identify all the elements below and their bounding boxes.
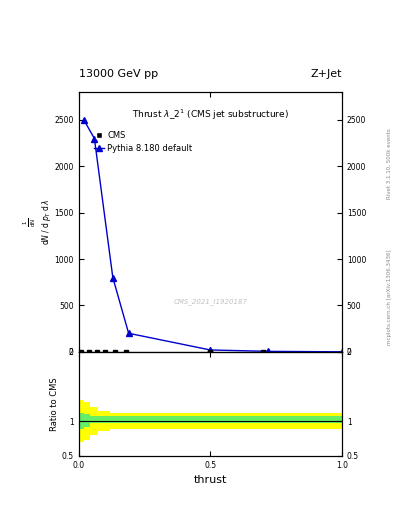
Text: Z+Jet: Z+Jet	[310, 69, 342, 79]
Legend: CMS, Pythia 8.180 default: CMS, Pythia 8.180 default	[91, 127, 196, 156]
Y-axis label: Ratio to CMS: Ratio to CMS	[50, 377, 59, 431]
X-axis label: thrust: thrust	[194, 475, 227, 485]
Text: Thrust $\lambda\_2^1$ (CMS jet substructure): Thrust $\lambda\_2^1$ (CMS jet substruct…	[132, 108, 289, 122]
Y-axis label: $\mathregular{\frac{1}{\mathregular{d}N}}$
$\mathregular{d}N$ / $\mathregular{d}: $\mathregular{\frac{1}{\mathregular{d}N}…	[22, 199, 53, 245]
Text: CMS_2021_I1920187: CMS_2021_I1920187	[173, 298, 247, 305]
Text: mcplots.cern.ch [arXiv:1306.3436]: mcplots.cern.ch [arXiv:1306.3436]	[387, 249, 391, 345]
Text: 13000 GeV pp: 13000 GeV pp	[79, 69, 158, 79]
Text: Rivet 3.1.10, 500k events: Rivet 3.1.10, 500k events	[387, 129, 391, 199]
